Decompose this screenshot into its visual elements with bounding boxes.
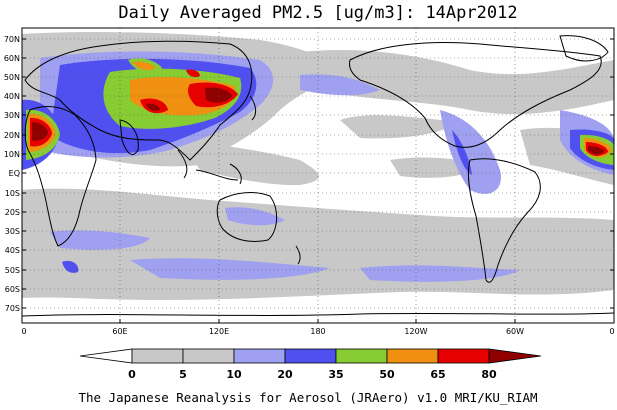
colorbar-bin [233,348,286,364]
graticule [22,28,614,323]
lat-label: 40S [5,246,20,255]
lat-label: 70S [5,304,20,313]
lat-label: 50S [5,266,20,275]
lon-label: 60W [506,327,524,336]
lat-label: 30S [5,227,20,236]
lon-label: 180 [310,327,325,336]
footer-credit: The Japanese Reanalysis for Aerosol (JRA… [78,390,537,405]
lat-label: 10S [5,189,20,198]
colorbar-bin [386,348,439,364]
lat-label: 50N [4,73,20,82]
colorbar-lower-arrow [79,348,133,364]
pm25-band-above-80 [32,87,604,155]
map-panel: 70N 60N 50N 40N 30N 20N 10N EQ 10S 20S 3… [4,27,615,336]
lat-label: 60S [5,285,20,294]
lat-label: 40N [4,92,20,101]
colorbar-bin [335,348,388,364]
map-title: Daily Averaged PM2.5 [ug/m3]: 14Apr2012 [118,3,517,23]
lon-ticks [21,319,615,323]
colorbar-tick-label: 50 [379,368,395,381]
lat-label: 60N [4,54,20,63]
lon-label: 0 [609,327,614,336]
lat-ticks [22,38,614,309]
lon-label: 120W [404,327,427,336]
coastlines [22,35,614,317]
lat-label: 20N [4,131,20,140]
colorbar-tick-label: 35 [328,368,343,381]
colorbar-bin [182,348,235,364]
lon-label: 0 [21,327,26,336]
lat-label: 20S [5,208,20,217]
colorbar-tick-label: 0 [128,368,136,381]
colorbar: 0 5 10 20 35 50 65 80 [79,348,542,381]
lat-label: EQ [9,169,20,178]
colorbar-bin [284,348,337,364]
lon-label: 120E [209,327,229,336]
colorbar-tick-label: 80 [481,368,497,381]
colorbar-bin [131,348,184,364]
colorbar-tick-label: 20 [277,368,293,381]
colorbar-upper-arrow [488,348,542,364]
lon-label: 60E [112,327,127,336]
colorbar-tick-label: 10 [226,368,242,381]
lat-labels: 70N 60N 50N 40N 30N 20N 10N EQ 10S 20S 3… [4,35,20,313]
colorbar-bin [437,348,490,364]
colorbar-tick-label: 5 [179,368,187,381]
lon-labels: 0 60E 120E 180 120W 60W 0 [21,327,614,336]
colorbar-tick-label: 65 [430,368,445,381]
lat-label: 30N [4,111,20,120]
lat-label: 10N [4,150,20,159]
pm25-field [22,32,614,317]
lat-label: 70N [4,35,20,44]
